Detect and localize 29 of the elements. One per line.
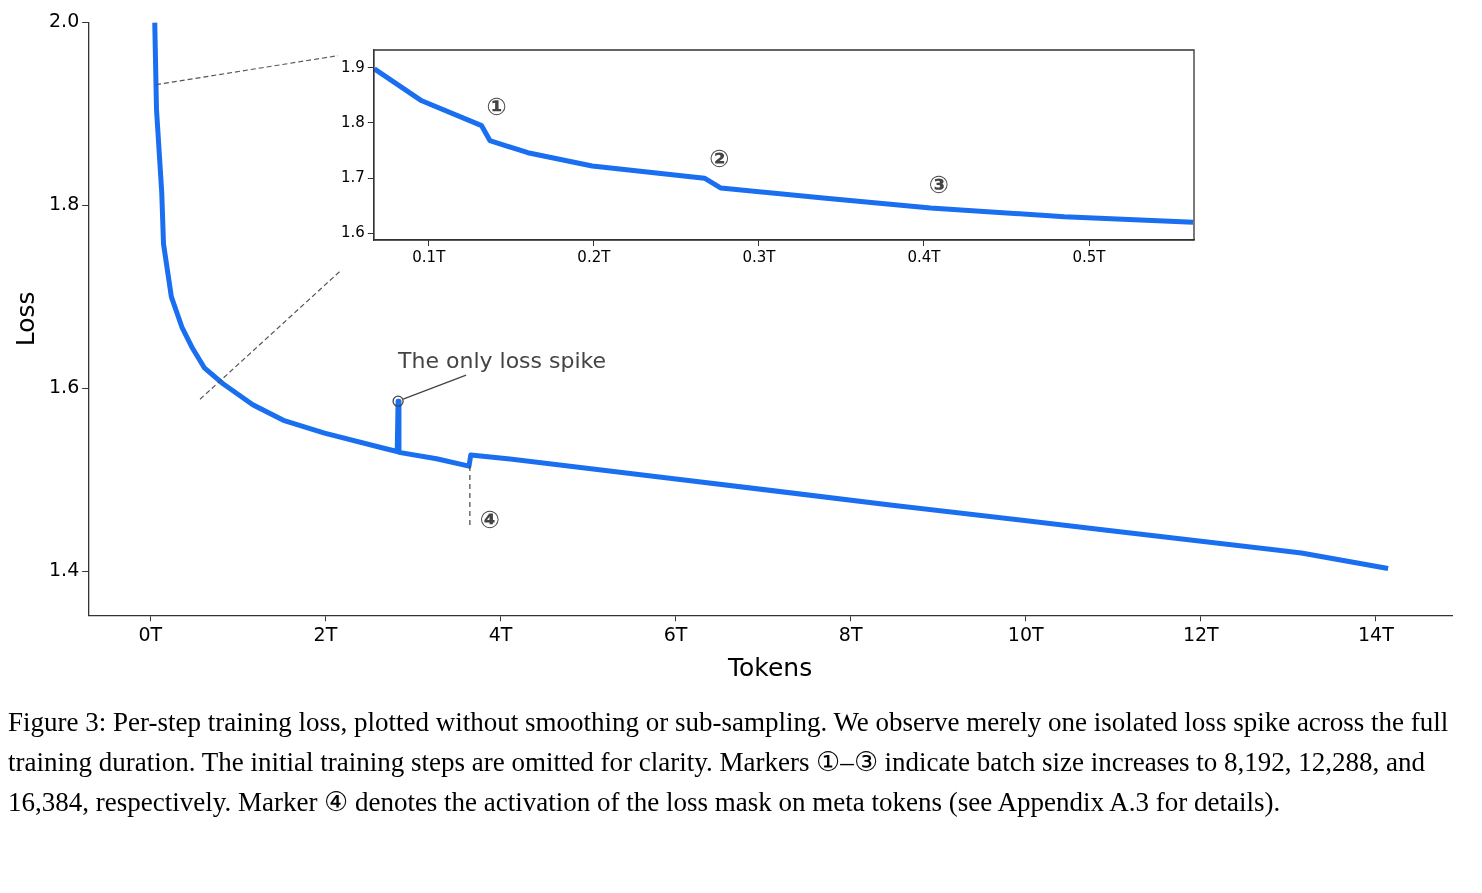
x-tick-label: 0T — [138, 622, 163, 645]
x-tick-label: 0.4T — [907, 247, 942, 266]
annotation: The only loss spike — [397, 347, 607, 373]
x-tick-label: 14T — [1357, 622, 1395, 645]
annotation: ② — [709, 145, 730, 174]
x-tick-label: 12T — [1182, 622, 1220, 645]
x-tick-label: 10T — [1007, 622, 1044, 645]
annotation: ③ — [928, 170, 950, 199]
y-tick-label: 1.8 — [341, 112, 365, 131]
x-tick-label: 8T — [838, 622, 863, 645]
x-axis-title: Tokens — [727, 652, 813, 682]
y-tick-label: 1.7 — [341, 168, 365, 187]
y-tick-label: 2.0 — [49, 9, 80, 32]
y-tick-label: 1.6 — [49, 375, 80, 398]
annotation: ① — [486, 92, 507, 121]
x-tick-label: 0.3T — [742, 247, 777, 266]
y-tick-label: 1.4 — [49, 558, 80, 581]
y-tick-label: 1.6 — [341, 223, 365, 242]
caption: Figure 3: Per-step training loss, plotted without smoothing or sub-sampling. We observe merely one isolated loss spike across the full training duration. The initial training steps are omitted for clarity. Markers ①–③ indicate batch size increases to 8,192, 12,288, and 16,384, respectively. Marker ④ denotes the activation of the loss mask on meta tokens (see Appendix A.3 for details). — [8, 706, 1450, 819]
y-tick-label: 1.9 — [341, 57, 365, 76]
x-tick-label: 0.1T — [412, 247, 447, 266]
annotation: ④ — [479, 506, 501, 535]
y-axis-title: Loss — [10, 291, 40, 347]
x-tick-label: 6T — [663, 622, 688, 645]
x-tick-label: 0.2T — [577, 247, 612, 266]
y-tick-label: 1.8 — [49, 192, 80, 215]
x-tick-label: 0.5T — [1072, 247, 1107, 266]
x-tick-label: 4T — [488, 622, 513, 645]
x-tick-label: 2T — [313, 622, 338, 645]
